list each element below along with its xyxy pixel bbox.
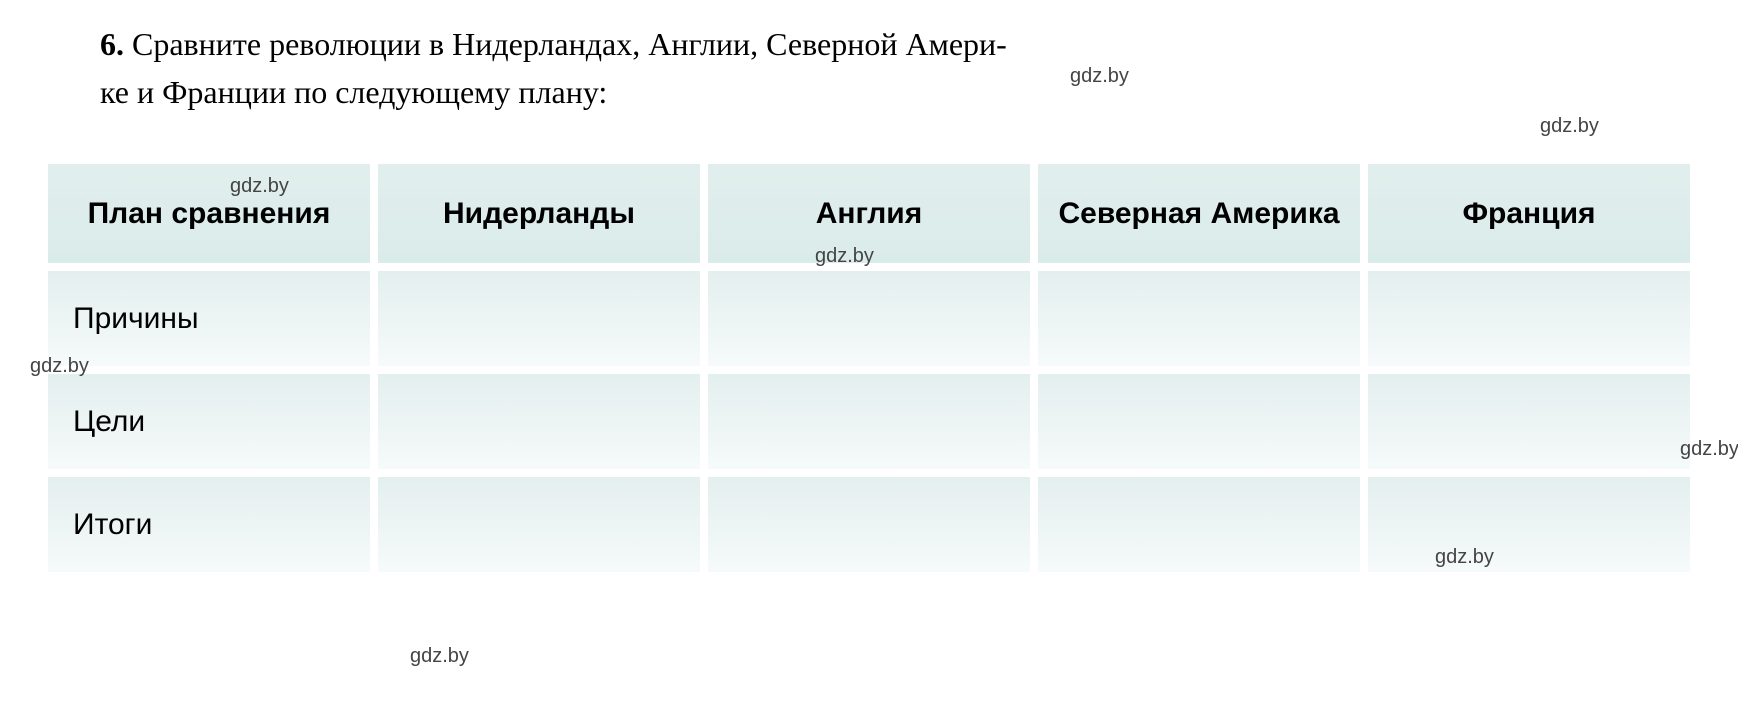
cell-goals-netherlands xyxy=(378,374,700,469)
cell-results-netherlands xyxy=(378,477,700,572)
question-line-1: Сравните революции в Нидерландах, Англии… xyxy=(132,26,1007,62)
header-england-label: Англия xyxy=(816,197,923,230)
watermark: gdz.by xyxy=(815,245,874,268)
watermark: gdz.by xyxy=(30,355,89,378)
content-wrapper: 6. Сравните революции в Нидерландах, Анг… xyxy=(40,20,1698,580)
cell-causes-north-america xyxy=(1038,271,1360,366)
watermark: gdz.by xyxy=(230,175,289,198)
cell-goals-england xyxy=(708,374,1030,469)
table-row: Причины xyxy=(48,271,1690,366)
cell-results-north-america xyxy=(1038,477,1360,572)
question-line-2: ке и Франции по следующему плану: xyxy=(100,74,607,110)
watermark: gdz.by xyxy=(1435,546,1494,569)
watermark: gdz.by xyxy=(1540,115,1599,138)
header-plan-label: План сравнения xyxy=(88,197,331,230)
cell-causes-france xyxy=(1368,271,1690,366)
cell-causes-england xyxy=(708,271,1030,366)
cell-goals-north-america xyxy=(1038,374,1360,469)
question-text-block: 6. Сравните революции в Нидерландах, Анг… xyxy=(40,20,1698,116)
watermark: gdz.by xyxy=(410,645,469,668)
header-north-america-label: Северная Америка xyxy=(1058,197,1339,230)
cell-causes-netherlands xyxy=(378,271,700,366)
watermark: gdz.by xyxy=(1070,65,1129,88)
cell-goals-france xyxy=(1368,374,1690,469)
row-label-results: Итоги xyxy=(48,477,370,572)
cell-results-france xyxy=(1368,477,1690,572)
cell-results-england xyxy=(708,477,1030,572)
header-north-america: Северная Америка xyxy=(1038,164,1360,263)
header-france-label: Франция xyxy=(1462,197,1595,230)
row-label-goals: Цели xyxy=(48,374,370,469)
header-plan: План сравнения xyxy=(48,164,370,263)
header-france: Франция xyxy=(1368,164,1690,263)
table-row: Цели xyxy=(48,374,1690,469)
header-netherlands: Нидерланды xyxy=(378,164,700,263)
row-label-causes: Причины xyxy=(48,271,370,366)
header-netherlands-label: Нидерланды xyxy=(443,197,635,230)
question-number: 6. xyxy=(100,26,124,62)
comparison-table: План сравнения Нидерланды Англия Северна… xyxy=(40,156,1698,580)
watermark: gdz.by xyxy=(1680,438,1738,461)
